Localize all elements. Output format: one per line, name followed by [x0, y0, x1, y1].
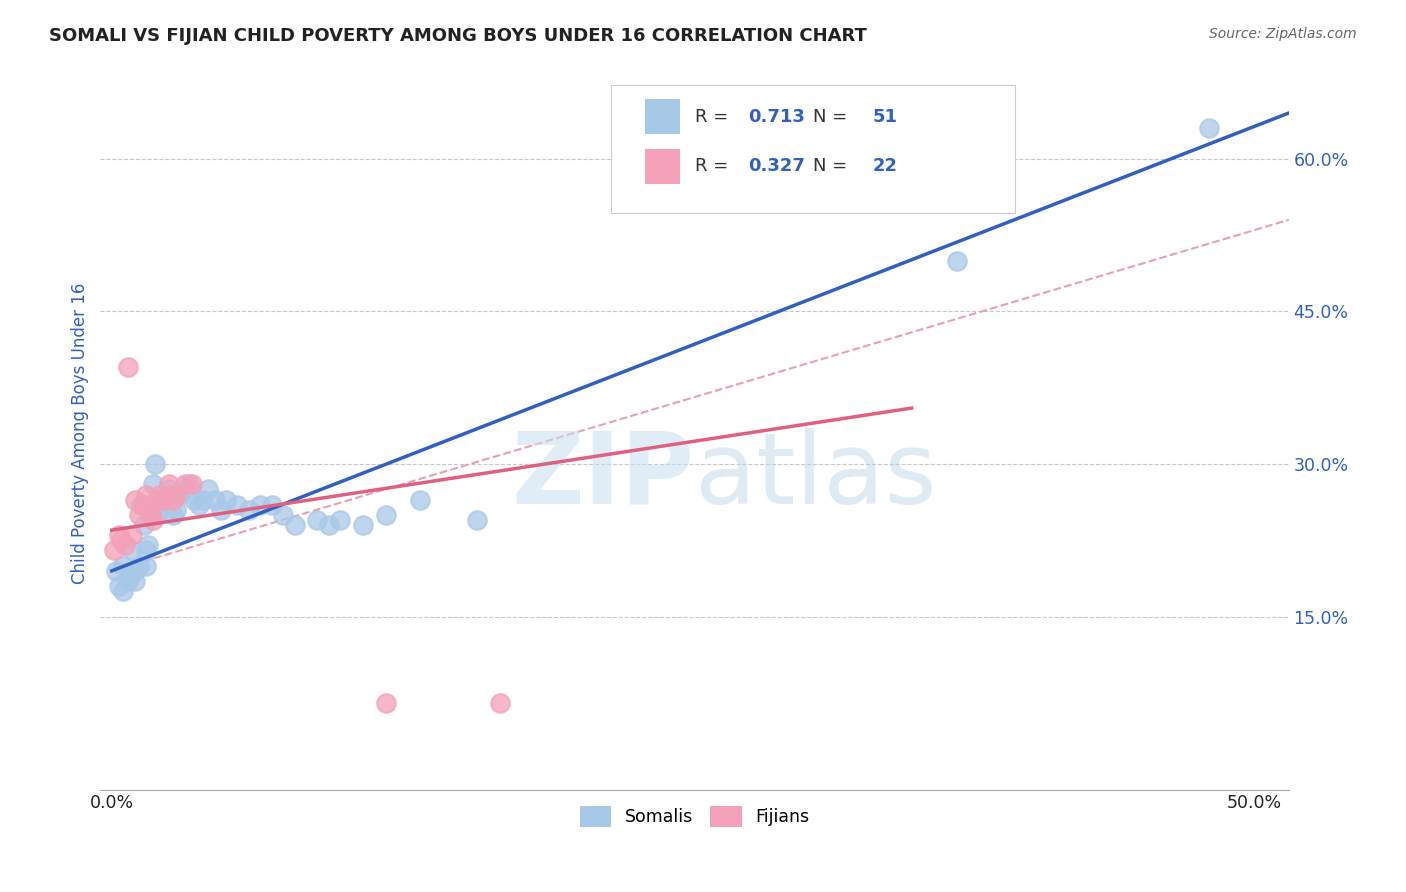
Point	[110, 533, 132, 548]
Point	[174, 477, 197, 491]
Point	[117, 574, 139, 588]
Point	[162, 508, 184, 522]
Point	[249, 498, 271, 512]
Point	[124, 564, 146, 578]
Point	[226, 498, 249, 512]
Point	[1198, 121, 1220, 136]
Point	[121, 528, 143, 542]
Point	[142, 477, 165, 491]
Point	[165, 503, 187, 517]
Legend: Somalis, Fijians: Somalis, Fijians	[572, 799, 817, 834]
Point	[193, 492, 215, 507]
Point	[128, 558, 150, 573]
Text: R =: R =	[695, 158, 734, 176]
Point	[180, 477, 202, 491]
Point	[489, 696, 512, 710]
Text: ZIP: ZIP	[512, 428, 695, 524]
Point	[183, 492, 205, 507]
Point	[318, 518, 340, 533]
Point	[139, 508, 162, 522]
Point	[467, 513, 489, 527]
Point	[215, 492, 238, 507]
Text: 0.713: 0.713	[748, 108, 804, 126]
Point	[157, 477, 180, 491]
Point	[128, 508, 150, 522]
Y-axis label: Child Poverty Among Boys Under 16: Child Poverty Among Boys Under 16	[72, 283, 89, 584]
Point	[197, 483, 219, 497]
Point	[138, 538, 160, 552]
Point	[946, 253, 969, 268]
Point	[135, 487, 157, 501]
Point	[271, 508, 294, 522]
Point	[107, 579, 129, 593]
Point	[107, 528, 129, 542]
Text: SOMALI VS FIJIAN CHILD POVERTY AMONG BOYS UNDER 16 CORRELATION CHART: SOMALI VS FIJIAN CHILD POVERTY AMONG BOY…	[49, 27, 868, 45]
FancyBboxPatch shape	[644, 99, 681, 135]
Point	[150, 492, 173, 507]
Point	[146, 508, 169, 522]
Point	[260, 498, 283, 512]
Point	[112, 584, 135, 599]
Point	[204, 492, 226, 507]
Point	[135, 543, 157, 558]
Point	[162, 492, 184, 507]
Point	[146, 492, 169, 507]
Point	[352, 518, 374, 533]
Point	[375, 508, 398, 522]
Point	[157, 483, 180, 497]
Text: atlas: atlas	[695, 428, 936, 524]
Point	[142, 513, 165, 527]
Point	[153, 492, 176, 507]
Point	[375, 696, 398, 710]
Point	[187, 498, 209, 512]
Point	[105, 564, 128, 578]
Point	[139, 508, 162, 522]
Point	[143, 457, 166, 471]
FancyBboxPatch shape	[612, 85, 1015, 213]
Point	[150, 492, 173, 507]
Text: Source: ZipAtlas.com: Source: ZipAtlas.com	[1209, 27, 1357, 41]
Point	[169, 487, 191, 501]
Point	[179, 477, 201, 491]
Point	[121, 543, 143, 558]
Point	[103, 543, 125, 558]
Point	[165, 487, 187, 501]
Point	[307, 513, 329, 527]
Point	[124, 574, 146, 588]
Point	[112, 558, 135, 573]
Point	[329, 513, 352, 527]
FancyBboxPatch shape	[644, 149, 681, 185]
Point	[160, 487, 183, 501]
Text: R =: R =	[695, 108, 734, 126]
Point	[211, 503, 233, 517]
Point	[238, 503, 260, 517]
Point	[409, 492, 432, 507]
Point	[117, 360, 139, 375]
Point	[149, 487, 172, 501]
Point	[284, 518, 307, 533]
Point	[120, 569, 142, 583]
Point	[146, 498, 169, 512]
Text: N =: N =	[813, 158, 853, 176]
Point	[114, 538, 136, 552]
Text: 0.327: 0.327	[748, 158, 804, 176]
Text: 22: 22	[873, 158, 898, 176]
Point	[174, 483, 197, 497]
Point	[124, 492, 146, 507]
Point	[132, 498, 155, 512]
Point	[132, 518, 155, 533]
Text: 51: 51	[873, 108, 898, 126]
Text: N =: N =	[813, 108, 853, 126]
Point	[135, 558, 157, 573]
Point	[131, 498, 153, 512]
